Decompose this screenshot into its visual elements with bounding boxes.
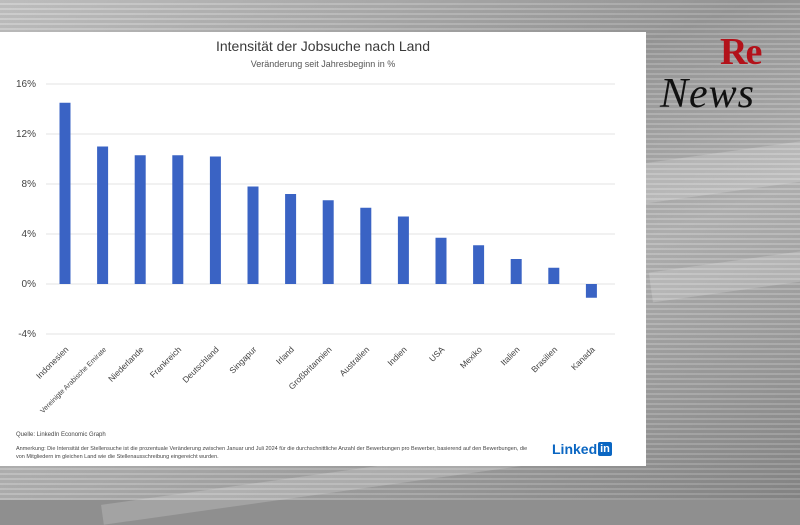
bar: [585, 284, 597, 298]
y-tick-label: 12%: [16, 129, 36, 140]
x-tick-label: Deutschland: [180, 344, 221, 385]
x-tick-label: Indien: [385, 344, 409, 368]
x-tick-label: Australien: [337, 344, 371, 378]
bar: [247, 186, 259, 284]
bar: [397, 216, 409, 284]
x-tick-label: Mexiko: [458, 344, 484, 370]
x-tick-label: Italien: [499, 344, 522, 367]
x-tick-label: Brasilien: [529, 344, 559, 374]
bar: [360, 207, 372, 284]
y-tick-label: 8%: [22, 179, 37, 190]
x-tick-label: USA: [427, 344, 447, 364]
linkedin-wordmark: Linked: [552, 441, 598, 457]
renews-logo: Re News: [650, 30, 790, 130]
x-tick-label: Kanada: [569, 344, 597, 372]
bar: [548, 267, 560, 284]
x-tick-label: Niederlande: [106, 344, 146, 384]
y-tick-label: -4%: [18, 329, 36, 340]
y-tick-label: 4%: [22, 229, 37, 240]
bar: [435, 237, 447, 284]
y-tick-label: 16%: [16, 79, 36, 90]
chart-title: Intensität der Jobsuche nach Land: [215, 38, 431, 54]
linkedin-in-badge: in: [598, 442, 612, 456]
note-text: Anmerkung: Die Intensität der Stellensuc…: [16, 446, 528, 460]
bar: [322, 200, 334, 284]
bar: [59, 102, 71, 284]
x-tick-label: Indonesien: [34, 344, 71, 381]
chart-subtitle: Veränderung seit Jahresbeginn in %: [250, 59, 396, 69]
x-tick-label: Frankreich: [148, 344, 184, 380]
y-tick-label: 0%: [22, 279, 37, 290]
bar: [209, 156, 221, 284]
chart-card: Intensität der Jobsuche nach Land Veränd…: [0, 32, 646, 466]
logo-re: Re: [720, 31, 762, 73]
bar: [172, 155, 184, 284]
bar: [134, 155, 146, 284]
linkedin-logo: Linked in: [552, 441, 612, 457]
bar: [510, 259, 522, 284]
bar: [97, 146, 109, 284]
x-tick-label: Irland: [274, 344, 296, 366]
bar: [285, 194, 297, 284]
logo-news: News: [660, 71, 756, 117]
source-text: Quelle: LinkedIn Economic Graph: [16, 432, 106, 438]
x-tick-label: Singapur: [227, 344, 258, 375]
bar: [473, 245, 485, 284]
